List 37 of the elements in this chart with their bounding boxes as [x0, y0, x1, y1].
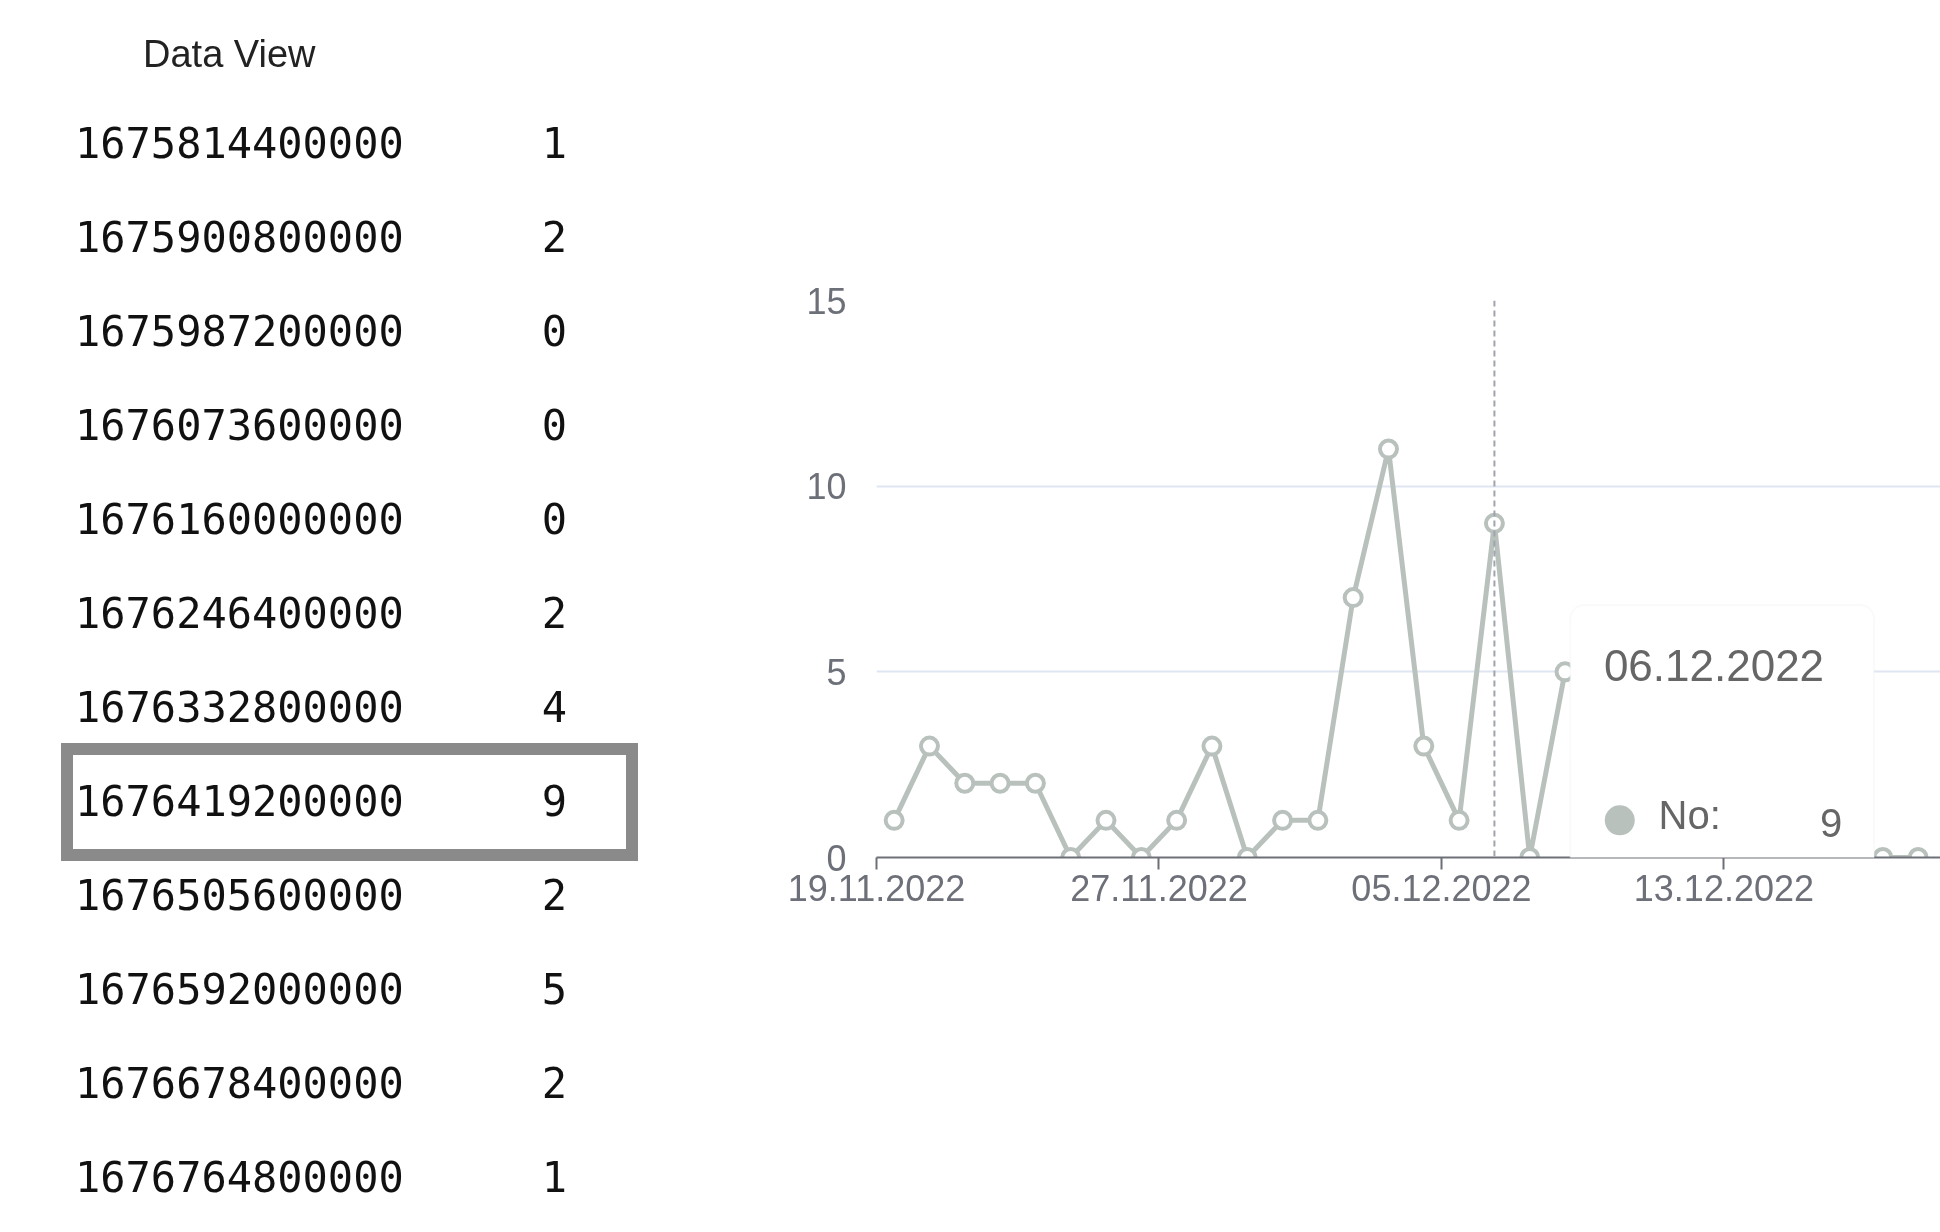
- text: 1676160000000 0: [75, 495, 567, 544]
- y-tick-label: 15: [806, 280, 847, 322]
- y-tick-label: 5: [826, 651, 847, 693]
- annotation: 9: [1819, 801, 1843, 846]
- text: 1676246400000 2: [75, 589, 567, 638]
- x-tick-label: 13.12.2022: [1633, 867, 1815, 909]
- point: [1377, 438, 1399, 460]
- point: [954, 772, 976, 794]
- point: [1201, 735, 1223, 757]
- point: [989, 772, 1011, 794]
- text: Data View: [143, 32, 317, 77]
- x-tick-label: 05.12.2022: [1351, 867, 1532, 909]
- point: [1307, 809, 1329, 831]
- point: [1095, 809, 1117, 831]
- text: 1675987200000 0: [75, 307, 567, 356]
- text: 1676678400000 2: [75, 1059, 567, 1108]
- text: 1676592000000 5: [75, 965, 567, 1014]
- text: 1675814400000 1: [75, 119, 567, 168]
- point: [1413, 735, 1435, 757]
- point: [1483, 512, 1505, 534]
- text: 1676505600000 2: [75, 871, 567, 920]
- point: [1342, 587, 1364, 609]
- point: [1166, 809, 1188, 831]
- point: [1448, 809, 1470, 831]
- point: [1024, 772, 1046, 794]
- ref-line-label: 06.12.2022: [1603, 641, 1825, 691]
- legend-label: No:: [1658, 793, 1721, 838]
- text: 1675900800000 2: [75, 213, 567, 262]
- text: 1676073600000 0: [75, 401, 567, 450]
- y-tick-label: 10: [806, 466, 847, 508]
- point: [918, 735, 940, 757]
- point: [883, 809, 905, 831]
- point: [1272, 809, 1294, 831]
- text: 1676764800000 1: [75, 1153, 567, 1202]
- text: 1676332800000 4: [75, 683, 567, 732]
- x-tick-label: 27.11.2022: [1070, 867, 1248, 909]
- text: 1676419200000 9: [75, 777, 567, 826]
